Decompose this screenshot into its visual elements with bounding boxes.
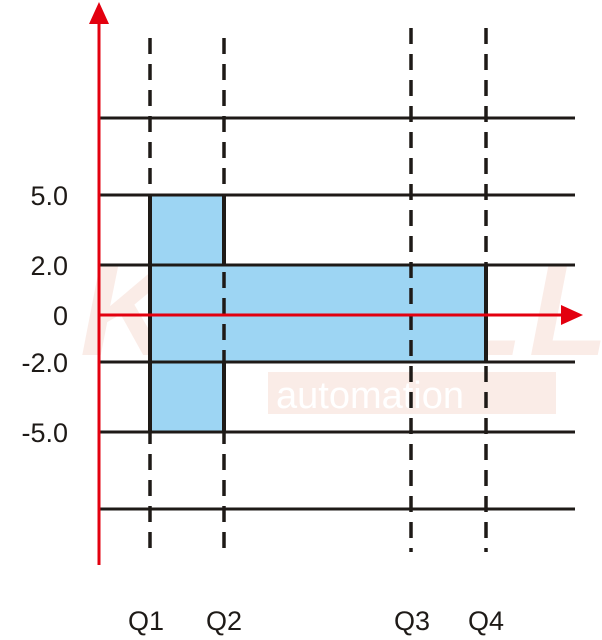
svg-text:automation: automation bbox=[276, 375, 464, 417]
x-label-q2: Q2 bbox=[206, 606, 242, 636]
y-label-neg2: -2.0 bbox=[21, 348, 68, 378]
x-label-q3: Q3 bbox=[394, 606, 430, 636]
y-label-neg5: -5.0 bbox=[21, 418, 68, 448]
y-label-0: 0 bbox=[53, 301, 68, 331]
y-label-5: 5.0 bbox=[30, 181, 68, 211]
y-label-2: 2.0 bbox=[30, 251, 68, 281]
x-label-q1: Q1 bbox=[128, 606, 164, 636]
x-axis-arrow-icon bbox=[561, 305, 583, 325]
x-label-q4: Q4 bbox=[468, 606, 504, 636]
y-axis-arrow-icon bbox=[89, 2, 109, 24]
